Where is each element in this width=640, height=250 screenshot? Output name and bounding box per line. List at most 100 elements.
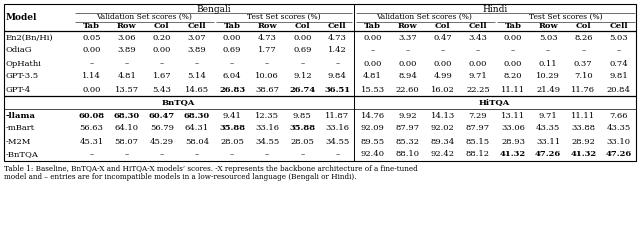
Text: 3.37: 3.37 xyxy=(398,34,417,42)
Text: –: – xyxy=(511,46,515,54)
Text: 1.14: 1.14 xyxy=(82,72,101,80)
Text: Row: Row xyxy=(398,22,417,30)
Text: –: – xyxy=(300,60,305,68)
Text: –: – xyxy=(335,60,340,68)
Text: 1.42: 1.42 xyxy=(328,46,347,54)
Text: 12.35: 12.35 xyxy=(255,112,279,120)
Text: –: – xyxy=(230,60,234,68)
Text: Col: Col xyxy=(154,22,170,30)
Text: 92.02: 92.02 xyxy=(431,124,454,132)
Text: –: – xyxy=(160,60,164,68)
Text: 41.32: 41.32 xyxy=(570,150,596,158)
Text: 0.74: 0.74 xyxy=(609,60,628,68)
Text: 0.00: 0.00 xyxy=(434,60,452,68)
Text: 6.04: 6.04 xyxy=(223,72,241,80)
Text: 0.00: 0.00 xyxy=(83,86,100,94)
Text: 88.10: 88.10 xyxy=(396,150,420,158)
Text: 87.97: 87.97 xyxy=(466,124,490,132)
Text: 26.74: 26.74 xyxy=(289,86,316,94)
Text: 9.84: 9.84 xyxy=(328,72,347,80)
Text: Tab: Tab xyxy=(223,22,241,30)
Text: 28.92: 28.92 xyxy=(572,138,595,145)
Text: –: – xyxy=(125,60,129,68)
Text: 68.30: 68.30 xyxy=(184,112,210,120)
Text: 16.02: 16.02 xyxy=(431,86,454,94)
Text: Row: Row xyxy=(117,22,136,30)
Text: 34.55: 34.55 xyxy=(255,138,279,145)
Text: Test Set scores (%): Test Set scores (%) xyxy=(529,13,603,21)
Text: 14.65: 14.65 xyxy=(185,86,209,94)
Text: 43.35: 43.35 xyxy=(536,124,560,132)
Text: Cell: Cell xyxy=(188,22,206,30)
Text: 3.07: 3.07 xyxy=(188,34,206,42)
Text: 5.14: 5.14 xyxy=(188,72,206,80)
Text: –: – xyxy=(300,150,305,158)
Text: Cell: Cell xyxy=(328,22,347,30)
Text: –: – xyxy=(476,46,480,54)
Text: 9.81: 9.81 xyxy=(609,72,628,80)
Text: -BnTQA: -BnTQA xyxy=(6,150,39,158)
Text: Model: Model xyxy=(6,13,37,22)
Text: 0.00: 0.00 xyxy=(468,60,487,68)
Text: 45.31: 45.31 xyxy=(79,138,104,145)
Text: 47.26: 47.26 xyxy=(535,150,561,158)
Text: 11.11: 11.11 xyxy=(572,112,595,120)
Text: 33.06: 33.06 xyxy=(501,124,525,132)
Text: OdiaG: OdiaG xyxy=(6,46,33,54)
Text: 11.11: 11.11 xyxy=(501,86,525,94)
Text: 64.10: 64.10 xyxy=(115,124,139,132)
Text: 33.11: 33.11 xyxy=(536,138,560,145)
Text: 8.94: 8.94 xyxy=(398,72,417,80)
Text: 13.57: 13.57 xyxy=(115,86,139,94)
Text: 0.69: 0.69 xyxy=(223,46,241,54)
Text: Bengali: Bengali xyxy=(196,4,231,14)
Text: 1.77: 1.77 xyxy=(258,46,276,54)
Text: 4.81: 4.81 xyxy=(363,72,382,80)
Text: Table 1: Baseline, BnTQA-X and HiTQA-X models’ scores. -X represents the backbon: Table 1: Baseline, BnTQA-X and HiTQA-X m… xyxy=(4,165,418,173)
Text: –: – xyxy=(195,60,199,68)
Text: 33.10: 33.10 xyxy=(607,138,630,145)
Text: GPT-3.5: GPT-3.5 xyxy=(6,72,39,80)
Text: 60.08: 60.08 xyxy=(79,112,104,120)
Text: 41.32: 41.32 xyxy=(500,150,526,158)
Text: –: – xyxy=(230,150,234,158)
Text: Col: Col xyxy=(435,22,451,30)
Text: 10.29: 10.29 xyxy=(536,72,560,80)
Text: –: – xyxy=(441,46,445,54)
Text: 0.00: 0.00 xyxy=(152,46,171,54)
Text: GPT-4: GPT-4 xyxy=(6,86,31,94)
Text: 89.34: 89.34 xyxy=(431,138,455,145)
Text: 87.97: 87.97 xyxy=(396,124,420,132)
Text: 9.92: 9.92 xyxy=(398,112,417,120)
Text: 14.76: 14.76 xyxy=(360,112,385,120)
Text: 14.13: 14.13 xyxy=(431,112,455,120)
Text: 58.07: 58.07 xyxy=(115,138,139,145)
Text: Validation Set scores (%): Validation Set scores (%) xyxy=(376,13,472,21)
Text: 89.55: 89.55 xyxy=(360,138,385,145)
Text: BnTQA: BnTQA xyxy=(162,98,195,106)
Text: 88.12: 88.12 xyxy=(466,150,490,158)
Text: 92.42: 92.42 xyxy=(431,150,455,158)
Text: 92.09: 92.09 xyxy=(360,124,385,132)
Text: 4.81: 4.81 xyxy=(117,72,136,80)
Text: 5.43: 5.43 xyxy=(152,86,172,94)
Text: 4.99: 4.99 xyxy=(433,72,452,80)
Text: –: – xyxy=(546,46,550,54)
Text: 8.20: 8.20 xyxy=(504,72,522,80)
Text: 5.03: 5.03 xyxy=(539,34,557,42)
Text: 34.55: 34.55 xyxy=(325,138,349,145)
Text: En2(Bn/Hi): En2(Bn/Hi) xyxy=(6,34,54,42)
Text: 0.00: 0.00 xyxy=(223,34,241,42)
Text: 28.05: 28.05 xyxy=(220,138,244,145)
Text: 35.88: 35.88 xyxy=(219,124,245,132)
Text: 9.85: 9.85 xyxy=(293,112,312,120)
Text: Row: Row xyxy=(257,22,277,30)
Text: 5.03: 5.03 xyxy=(609,34,628,42)
Text: 0.00: 0.00 xyxy=(504,34,522,42)
Text: 35.88: 35.88 xyxy=(289,124,316,132)
Text: 0.37: 0.37 xyxy=(574,60,593,68)
Text: Col: Col xyxy=(575,22,591,30)
Text: –: – xyxy=(406,46,410,54)
Text: 22.25: 22.25 xyxy=(466,86,490,94)
Text: 58.04: 58.04 xyxy=(185,138,209,145)
